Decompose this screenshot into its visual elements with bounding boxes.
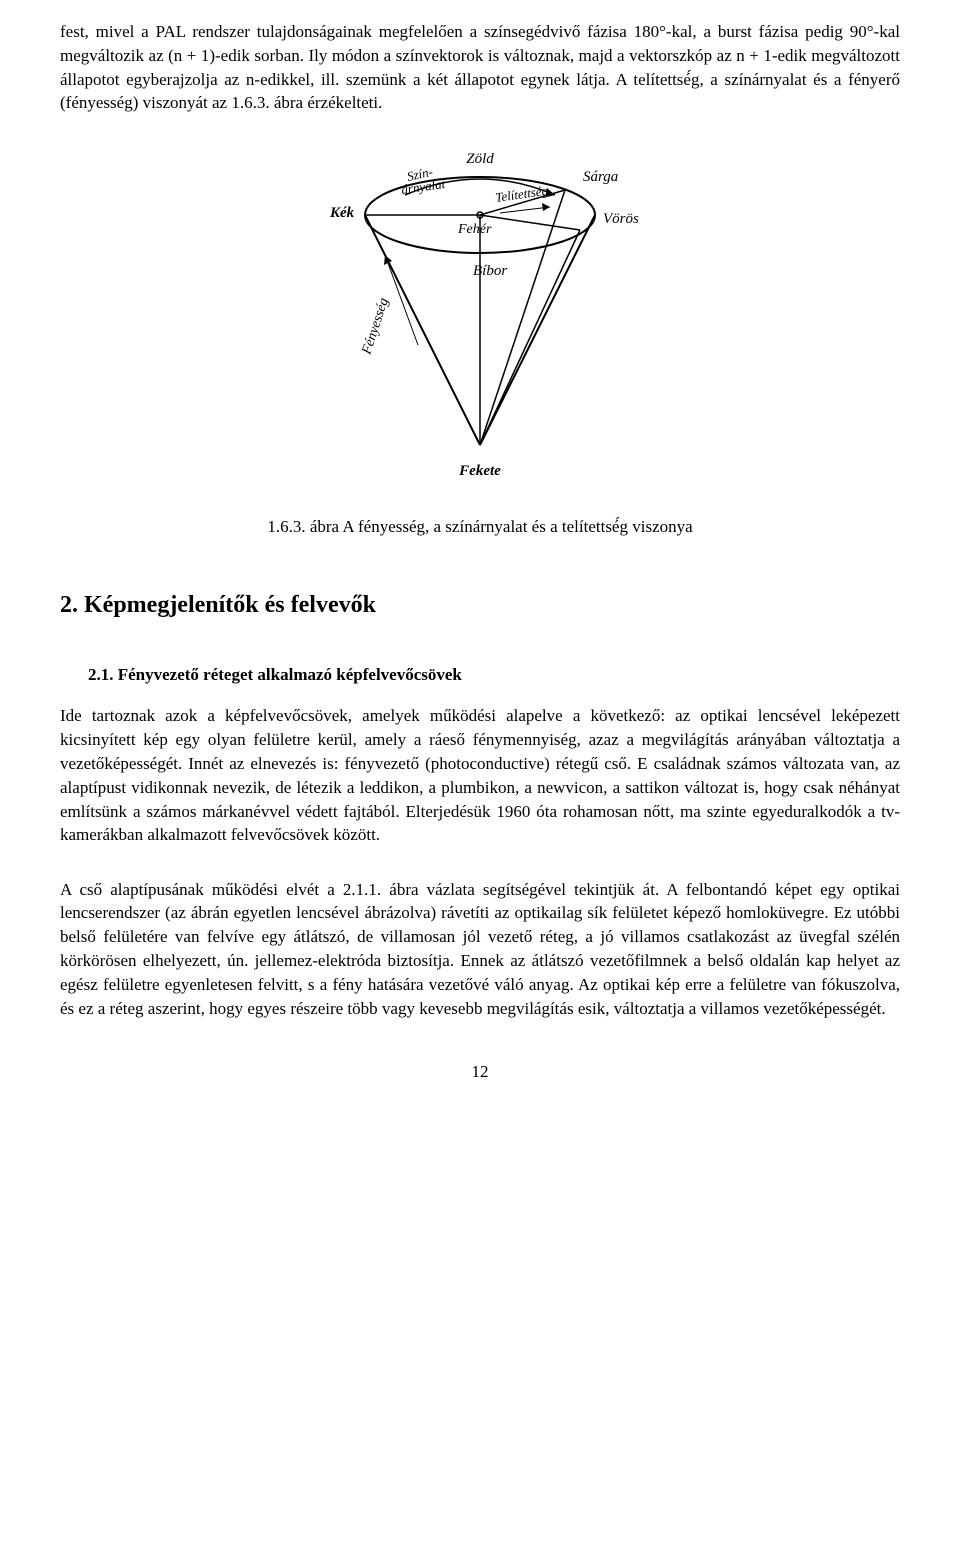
label-voros: Vörös (603, 211, 639, 227)
label-bibor: Bíbor (473, 263, 507, 279)
section-heading: 2. Képmegjelenítők és felvevők (60, 589, 900, 623)
figure-caption: 1.6.3. ábra A fényesség, a színárnyalat … (60, 515, 900, 539)
label-fenyesseg: Fényesség (359, 296, 392, 357)
label-telitettseg: Telítettség (494, 183, 549, 205)
page-number: 12 (60, 1060, 900, 1084)
label-sarga: Sárga (583, 169, 618, 185)
label-zold: Zöld (466, 151, 494, 167)
color-cone-diagram: Zöld Sárga Vörös Kék Fehér Bíbor Fekete … (310, 145, 650, 485)
label-fekete: Fekete (458, 463, 501, 479)
label-feher: Fehér (457, 222, 492, 237)
figure-container: Zöld Sárga Vörös Kék Fehér Bíbor Fekete … (60, 145, 900, 485)
body-paragraph-1: Ide tartoznak azok a képfelvevőcsövek, a… (60, 704, 900, 847)
subsection-heading: 2.1. Fényvezető réteget alkalmazó képfel… (88, 663, 900, 687)
body-paragraph-2: A cső alaptípusának működési elvét a 2.1… (60, 878, 900, 1021)
label-kek: Kék (329, 205, 355, 221)
intro-paragraph: fest, mivel a PAL rendszer tulajdonságai… (60, 20, 900, 115)
